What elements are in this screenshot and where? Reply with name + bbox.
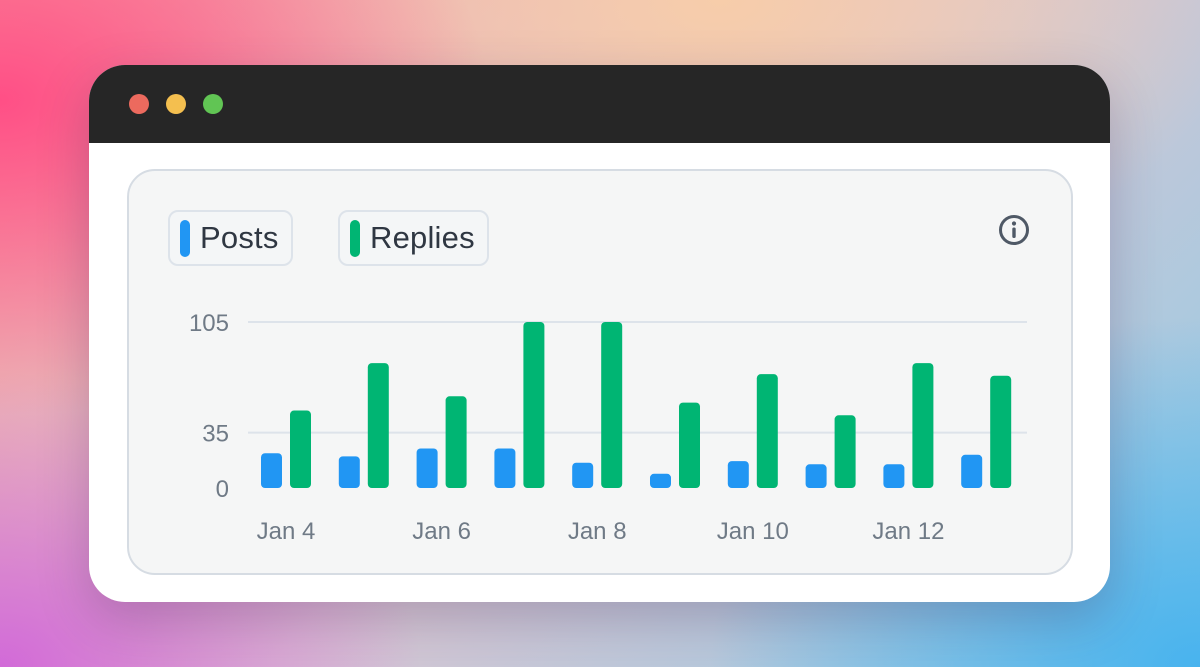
maximize-window-button[interactable] xyxy=(203,94,223,114)
bar-replies-jan-10[interactable] xyxy=(756,374,778,488)
bar-posts-jan-13[interactable] xyxy=(961,454,983,488)
minimize-window-button[interactable] xyxy=(166,94,186,114)
bar-replies-jan-4[interactable] xyxy=(290,410,311,488)
y-tick-label-105: 105 xyxy=(189,310,229,337)
legend-item-replies[interactable]: Replies xyxy=(338,210,489,266)
bar-replies-jan-7[interactable] xyxy=(523,322,545,488)
posts-swatch xyxy=(180,219,190,257)
bar-posts-jan-5[interactable] xyxy=(338,456,360,488)
replies-swatch xyxy=(350,219,360,257)
grid-lines xyxy=(248,321,1027,434)
legend-label-replies: Replies xyxy=(370,220,475,255)
close-window-button[interactable] xyxy=(129,94,149,114)
bar-posts-jan-9[interactable] xyxy=(650,473,671,488)
bars xyxy=(261,322,1012,488)
bar-replies-jan-8[interactable] xyxy=(601,322,623,488)
x-tick-label-jan-6: Jan 6 xyxy=(412,518,471,545)
x-tick-label-jan-8: Jan 8 xyxy=(568,518,627,545)
bar-posts-jan-7[interactable] xyxy=(494,448,516,488)
y-axis-ticks: 0 35 105 xyxy=(189,310,229,503)
legend-item-posts[interactable]: Posts xyxy=(168,210,293,266)
bar-replies-jan-9[interactable] xyxy=(679,402,700,488)
y-tick-label-0: 0 xyxy=(216,476,229,503)
bar-posts-jan-8[interactable] xyxy=(572,462,594,488)
title-bar xyxy=(89,65,1110,143)
bar-posts-jan-4[interactable] xyxy=(261,453,282,488)
bar-replies-jan-13[interactable] xyxy=(990,375,1012,488)
x-axis-ticks: Jan 4 Jan 6 Jan 8 Jan 10 Jan 12 xyxy=(257,518,945,545)
x-tick-label-jan-12: Jan 12 xyxy=(872,518,944,545)
bar-replies-jan-6[interactable] xyxy=(445,396,467,488)
bar-replies-jan-5[interactable] xyxy=(367,363,389,488)
x-tick-label-jan-10: Jan 10 xyxy=(717,518,789,545)
bar-posts-jan-12[interactable] xyxy=(883,464,905,488)
y-tick-label-35: 35 xyxy=(202,421,229,448)
bar-chart: 0 35 105 Jan 4 Jan 6 Jan 8 Jan 10 Jan 12 xyxy=(189,310,1027,545)
info-icon[interactable] xyxy=(997,213,1031,247)
bar-posts-jan-11[interactable] xyxy=(805,464,827,488)
app-window: Posts Replies 0 35 105 Jan 4 Jan 6 Jan 8 Jan … xyxy=(89,65,1110,602)
legend-label-posts: Posts xyxy=(200,220,279,255)
chart-card: Posts Replies 0 35 105 Jan 4 Jan 6 Jan 8 Jan … xyxy=(127,169,1073,575)
bar-replies-jan-11[interactable] xyxy=(834,415,856,488)
x-tick-label-jan-4: Jan 4 xyxy=(257,518,316,545)
bar-posts-jan-10[interactable] xyxy=(727,461,749,488)
bar-replies-jan-12[interactable] xyxy=(912,363,934,488)
bar-posts-jan-6[interactable] xyxy=(416,448,438,488)
